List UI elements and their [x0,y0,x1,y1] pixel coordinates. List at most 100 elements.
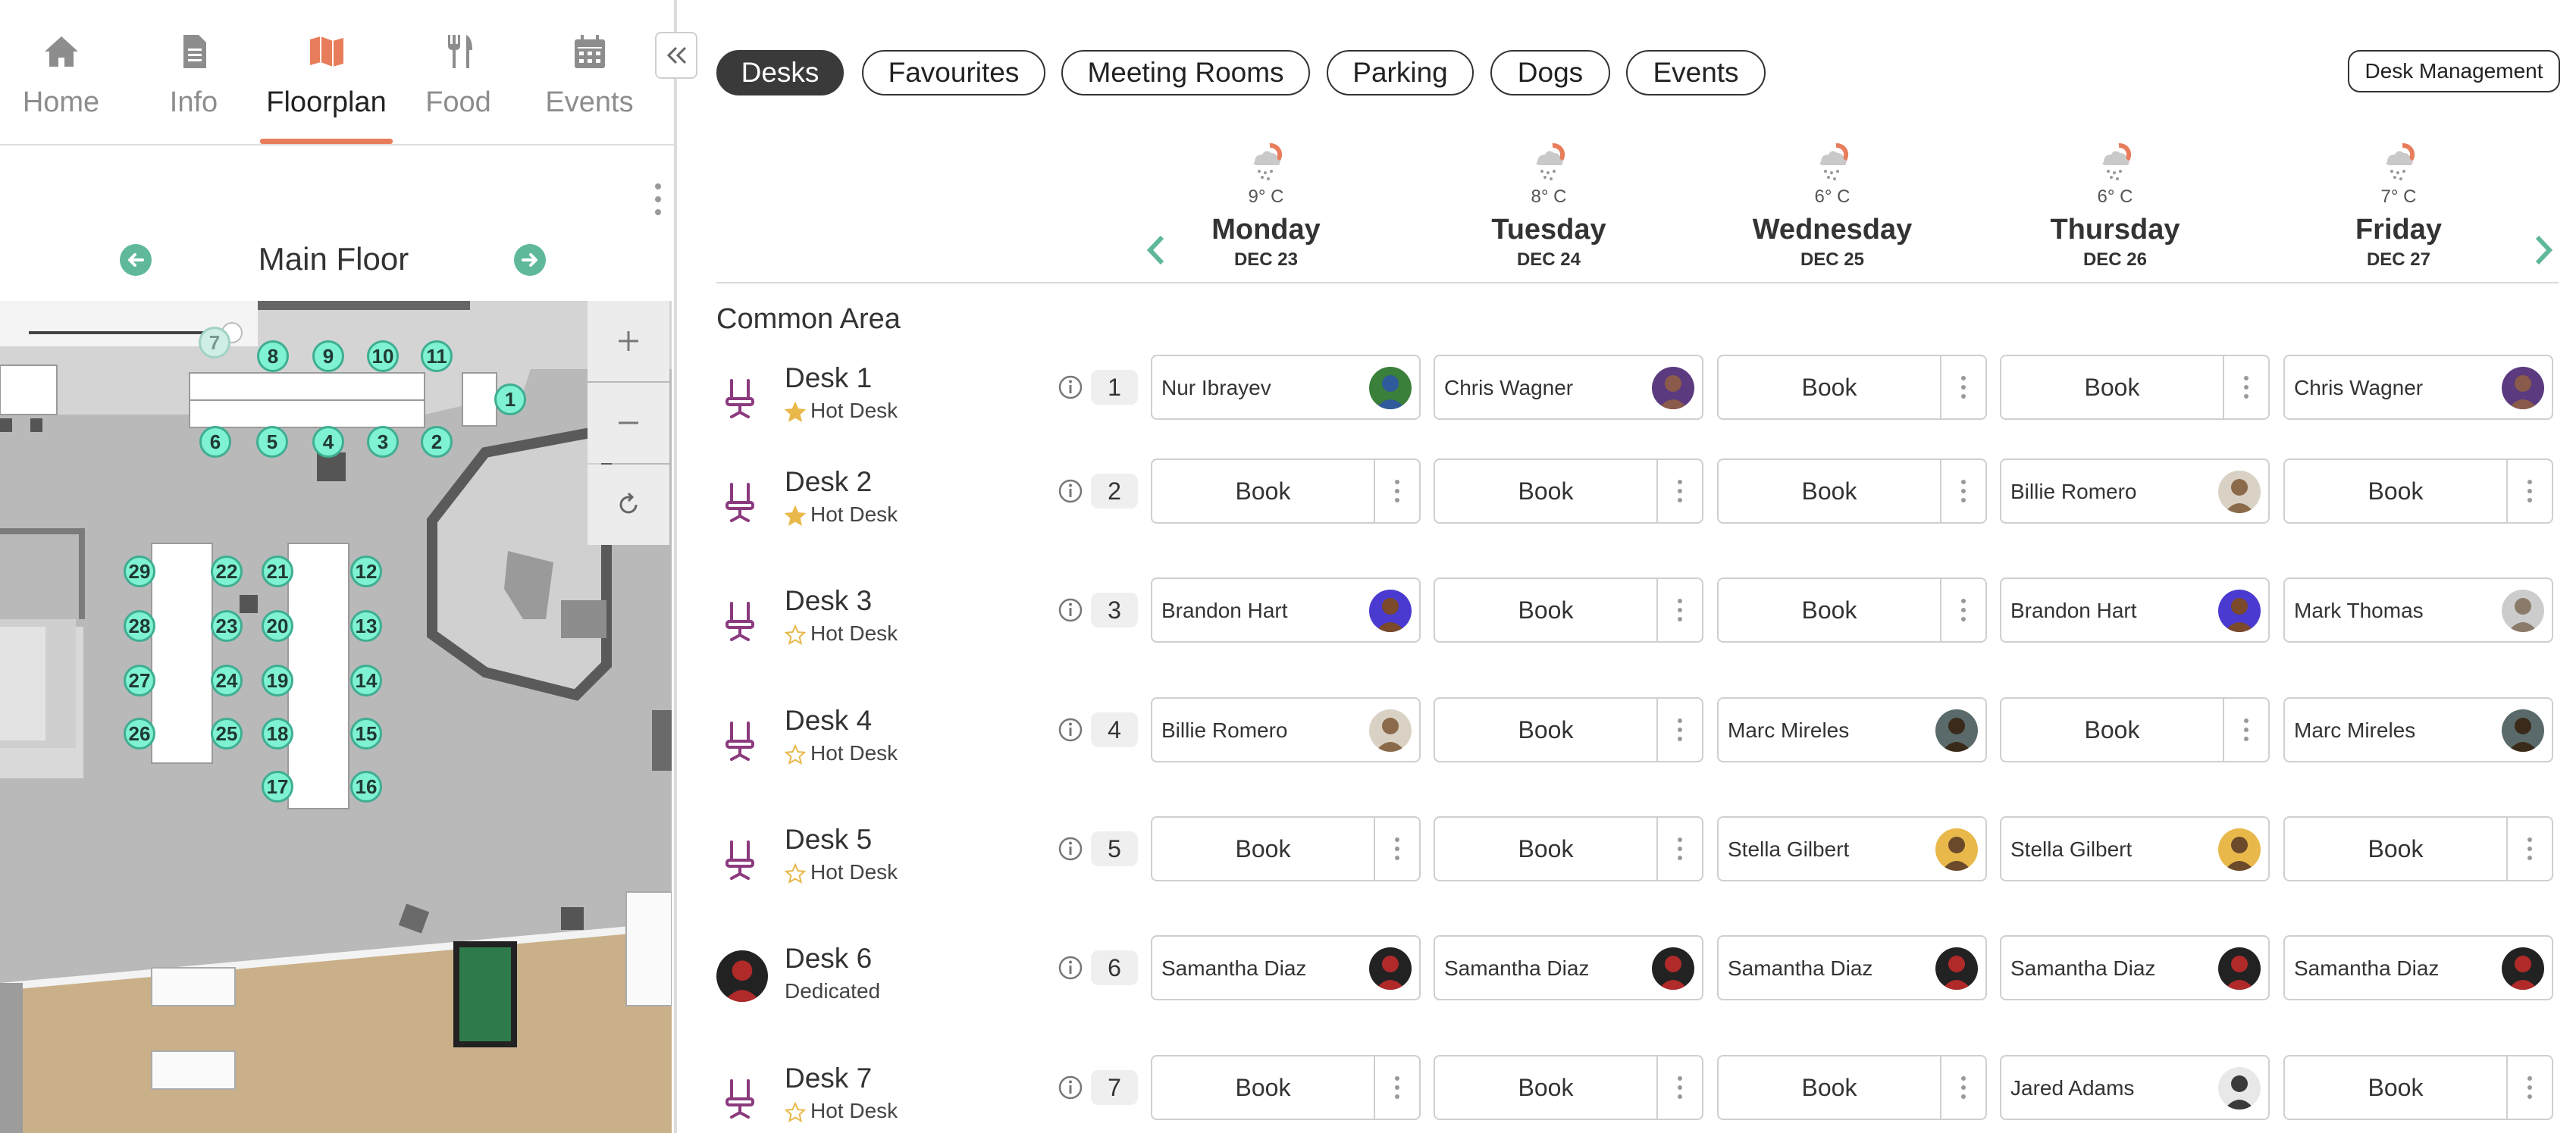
star-filled-icon[interactable] [785,402,806,423]
nav-events[interactable]: Events [523,23,656,144]
tab-favourites[interactable]: Favourites [862,50,1045,95]
tab-parking[interactable]: Parking [1327,50,1474,95]
book-button[interactable]: Book [1518,715,1574,743]
next-floor-button[interactable] [514,244,546,276]
book-button[interactable]: Book [1801,596,1857,624]
slot-options-button[interactable] [2506,460,2552,522]
desk-pin[interactable]: 18 [262,718,293,750]
book-button[interactable]: Book [2368,834,2424,862]
book-button[interactable]: Book [1235,834,1291,862]
booked-slot[interactable]: Brandon Hart [2000,577,2270,643]
desk-pin[interactable]: 2 [421,426,453,458]
info-icon[interactable] [1058,374,1083,400]
slot-options-button[interactable] [1656,699,1702,761]
desk-pin[interactable]: 19 [262,665,293,696]
nav-info[interactable]: Info [127,23,260,144]
floorplan-map[interactable]: 7 8 9 10 11 1 6 5 4 3 2 29 22 21 12 28 23 20 13 27 24 19 14 26 2… [0,301,672,1133]
slot-options-button[interactable] [1940,1056,1985,1119]
booked-slot[interactable]: Stella Gilbert [1717,816,1987,881]
booked-slot[interactable]: Stella Gilbert [2000,816,2270,881]
desk-pin[interactable]: 8 [257,340,289,372]
desk-pin[interactable]: 29 [124,556,155,587]
desk-pin[interactable]: 24 [211,665,243,696]
book-button[interactable]: Book [2368,477,2424,505]
desk-pin[interactable]: 15 [350,718,382,750]
star-outline-icon[interactable] [785,1102,806,1123]
booked-slot[interactable]: Samantha Diaz [1151,935,1421,1000]
slot-options-button[interactable] [1656,579,1702,641]
desk-pin[interactable]: 13 [350,610,382,642]
star-outline-icon[interactable] [785,744,806,765]
zoom-in-button[interactable] [588,301,669,381]
slot-options-button[interactable] [1374,1056,1419,1119]
tab-meeting-rooms[interactable]: Meeting Rooms [1061,50,1310,95]
slot-options-button[interactable] [1940,460,1985,522]
booked-slot[interactable]: Chris Wagner [1434,355,1703,420]
booked-slot[interactable]: Billie Romero [2000,459,2270,524]
tab-dogs[interactable]: Dogs [1490,50,1610,95]
desk-pin[interactable]: 22 [211,556,243,587]
slot-options-button[interactable] [2506,1056,2552,1119]
desk-pin[interactable]: 5 [256,426,288,458]
collapse-panel-button[interactable] [655,32,697,79]
booked-slot[interactable]: Jared Adams [2000,1055,2270,1120]
star-filled-icon[interactable] [785,505,806,527]
booked-slot[interactable]: Mark Thomas [2283,577,2553,643]
slot-options-button[interactable] [1656,1056,1702,1119]
book-button[interactable]: Book [1518,477,1574,505]
booked-slot[interactable]: Samantha Diaz [2000,935,2270,1000]
book-button[interactable]: Book [1518,834,1574,862]
booked-slot[interactable]: Marc Mireles [2283,697,2553,762]
nav-food[interactable]: Food [392,23,525,144]
slot-options-button[interactable] [1940,579,1985,641]
desk-management-button[interactable]: Desk Management [2348,50,2560,92]
nav-floorplan[interactable]: Floorplan [260,23,393,144]
desk-pin[interactable]: 26 [124,718,155,750]
slot-options-button[interactable] [1656,818,1702,880]
book-button[interactable]: Book [1518,596,1574,624]
info-icon[interactable] [1058,717,1083,743]
previous-floor-button[interactable] [120,244,152,276]
booked-slot[interactable]: Billie Romero [1151,697,1421,762]
desk-pin[interactable]: 16 [350,771,382,803]
tab-desks[interactable]: Desks [716,50,844,95]
slot-options-button[interactable] [2223,699,2268,761]
desk-pin[interactable]: 11 [421,340,453,372]
desk-pin[interactable]: 17 [262,771,293,803]
desk-pin[interactable]: 4 [312,426,344,458]
desk-pin[interactable]: 14 [350,665,382,696]
slot-options-button[interactable] [1656,460,1702,522]
slot-options-button[interactable] [2223,356,2268,418]
desk-pin[interactable]: 25 [211,718,243,750]
book-button[interactable]: Book [1235,477,1291,505]
booked-slot[interactable]: Samantha Diaz [1434,935,1703,1000]
book-button[interactable]: Book [1801,477,1857,505]
info-icon[interactable] [1058,836,1083,862]
desk-pin[interactable]: 20 [262,610,293,642]
slot-options-button[interactable] [1374,818,1419,880]
desk-pin[interactable]: 6 [199,426,231,458]
slot-options-button[interactable] [1374,460,1419,522]
tab-events[interactable]: Events [1626,50,1766,95]
desk-pin[interactable]: 23 [211,610,243,642]
chevron-right-icon[interactable] [2530,231,2557,269]
book-button[interactable]: Book [1801,1073,1857,1101]
booked-slot[interactable]: Samantha Diaz [1717,935,1987,1000]
book-button[interactable]: Book [1235,1073,1291,1101]
desk-pin[interactable]: 3 [367,426,399,458]
info-icon[interactable] [1058,597,1083,623]
booked-slot[interactable]: Samantha Diaz [2283,935,2553,1000]
info-icon[interactable] [1058,955,1083,981]
star-outline-icon[interactable] [785,863,806,884]
desk-pin[interactable]: 9 [312,340,344,372]
slot-options-button[interactable] [2506,818,2552,880]
slot-options-button[interactable] [1940,356,1985,418]
desk-pin[interactable]: 1 [494,383,526,415]
star-outline-icon[interactable] [785,624,806,646]
booked-slot[interactable]: Marc Mireles [1717,697,1987,762]
booked-slot[interactable]: Nur Ibrayev [1151,355,1421,420]
book-button[interactable]: Book [2084,715,2140,743]
desk-pin[interactable]: 27 [124,665,155,696]
more-vertical-icon[interactable] [652,182,664,217]
reset-view-button[interactable] [588,465,669,545]
